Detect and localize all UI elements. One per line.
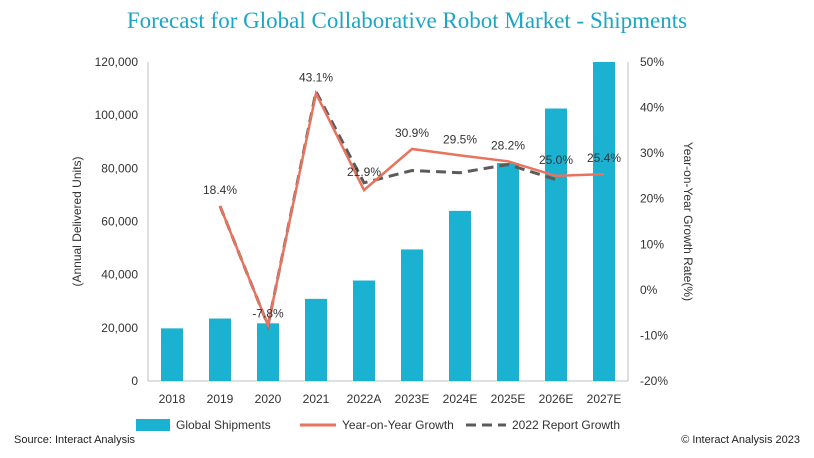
data-label-yoy-growth: 25.4% bbox=[587, 151, 621, 165]
x-tick-label: 2025E bbox=[491, 392, 526, 406]
y-right-axis-title: Year-on-Year Growth Rate(%) bbox=[681, 142, 695, 301]
y-left-tick-label: 100,000 bbox=[95, 108, 139, 122]
y-left-tick-label: 20,000 bbox=[101, 321, 138, 335]
y-right-tick-label: -20% bbox=[640, 374, 668, 388]
y-left-tick-label: 60,000 bbox=[101, 215, 138, 229]
bar-global-shipments bbox=[161, 328, 183, 381]
x-tick-label: 2018 bbox=[159, 392, 186, 406]
y-left-tick-label: 0 bbox=[131, 374, 138, 388]
y-left-axis-title: (Annual Delivered Units) bbox=[70, 156, 84, 286]
data-label-yoy-growth: -7.8% bbox=[252, 306, 284, 320]
data-label-yoy-growth: 28.2% bbox=[491, 138, 525, 152]
legend-label-yoy-growth: Year-on-Year Growth bbox=[342, 418, 454, 432]
y-right-tick-label: 20% bbox=[640, 192, 664, 206]
x-tick-label: 2027E bbox=[587, 392, 622, 406]
bar-global-shipments bbox=[545, 108, 567, 381]
bar-global-shipments bbox=[449, 210, 471, 381]
y-left-tick-label: 120,000 bbox=[95, 55, 139, 69]
chart-title: Forecast for Global Collaborative Robot … bbox=[126, 8, 688, 33]
legend-swatch-global-shipments bbox=[136, 419, 170, 431]
legend-label-2022-report-growth: 2022 Report Growth bbox=[512, 418, 620, 432]
line-year-on-year-growth bbox=[218, 89, 605, 330]
copyright-note: © Interact Analysis 2023 bbox=[681, 434, 800, 446]
y-right-tick-label: 30% bbox=[640, 146, 664, 160]
x-tick-label: 2019 bbox=[207, 392, 234, 406]
data-label-yoy-growth: 18.4% bbox=[203, 183, 237, 197]
bar-global-shipments bbox=[401, 249, 423, 381]
legend-label-global-shipments: Global Shipments bbox=[176, 418, 271, 432]
x-tick-label: 2026E bbox=[539, 392, 574, 406]
y-left-tick-label: 40,000 bbox=[101, 268, 138, 282]
x-tick-label: 2023E bbox=[395, 392, 430, 406]
y-right-tick-label: 50% bbox=[640, 55, 664, 69]
bar-global-shipments bbox=[497, 163, 519, 381]
x-tick-label: 2022A bbox=[347, 392, 382, 406]
source-note: Source: Interact Analysis bbox=[14, 434, 136, 446]
bar-global-shipments bbox=[209, 318, 231, 381]
x-tick-label: 2021 bbox=[303, 392, 330, 406]
bar-global-shipments bbox=[353, 280, 375, 381]
y-left-tick-label: 80,000 bbox=[101, 161, 138, 175]
y-right-tick-label: -10% bbox=[640, 328, 668, 342]
bar-global-shipments bbox=[257, 323, 279, 381]
bar-global-shipments bbox=[593, 62, 615, 381]
data-label-yoy-growth: 30.9% bbox=[395, 126, 429, 140]
data-label-yoy-growth: 21.9% bbox=[347, 165, 381, 179]
x-tick-label: 2020 bbox=[255, 392, 282, 406]
bar-global-shipments bbox=[305, 298, 327, 381]
y-right-tick-label: 10% bbox=[640, 237, 664, 251]
data-label-yoy-growth: 29.5% bbox=[443, 132, 477, 146]
y-right-tick-label: 40% bbox=[640, 101, 664, 115]
data-label-yoy-growth: 43.1% bbox=[299, 70, 333, 84]
x-tick-label: 2024E bbox=[443, 392, 478, 406]
y-right-tick-label: 0% bbox=[640, 283, 658, 297]
data-label-yoy-growth: 25.0% bbox=[539, 153, 573, 167]
